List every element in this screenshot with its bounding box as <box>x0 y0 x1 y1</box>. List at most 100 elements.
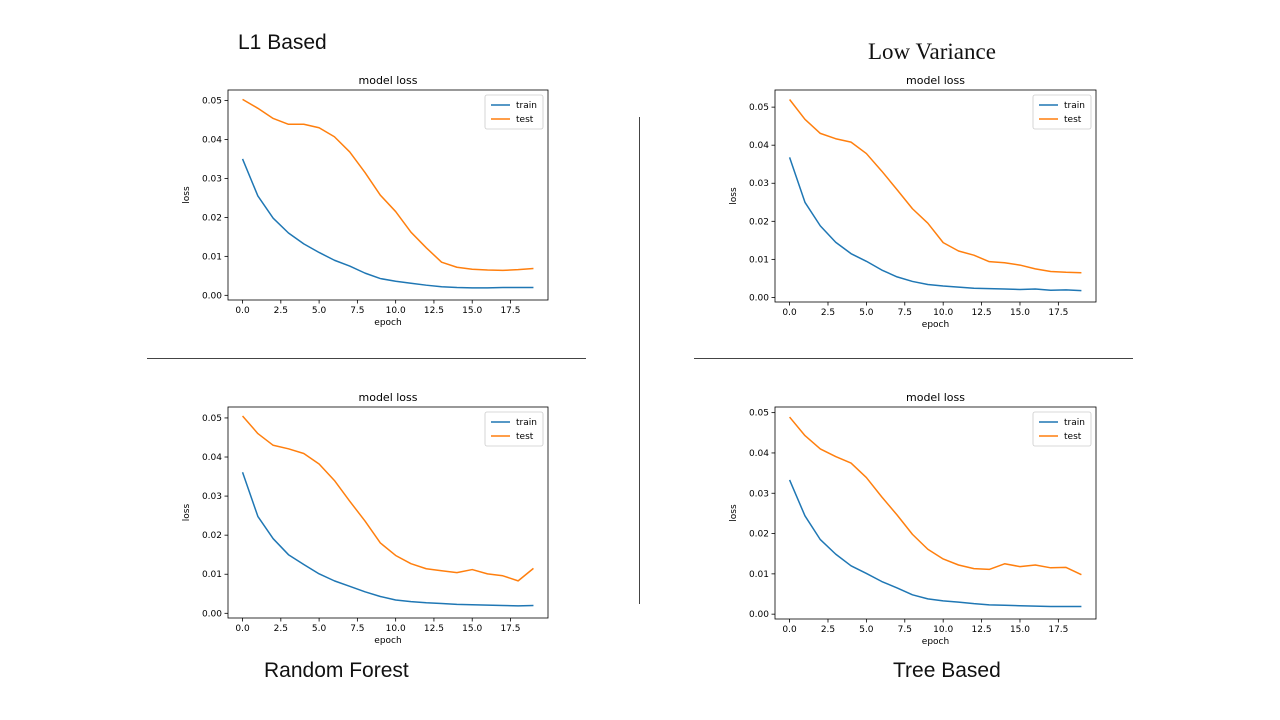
chart-3-x-tick-label: 0.0 <box>782 625 797 635</box>
chart-2-y-tick-label: 0.00 <box>202 609 222 619</box>
chart-0-y-tick-label: 0.04 <box>202 135 222 145</box>
chart-2-legend: train test <box>484 411 544 447</box>
chart-1-series-train <box>788 157 1082 292</box>
caption-tree-based: Tree Based <box>893 659 1001 682</box>
chart-3-legend-label-test: test <box>1064 432 1082 442</box>
chart-3-x-tick-label: 15.0 <box>1010 625 1030 635</box>
chart-0-y-tick-label: 0.02 <box>202 213 222 223</box>
chart-0-y-axis-label: loss <box>182 186 192 204</box>
chart-3-series-train <box>788 479 1082 608</box>
chart-3-y-tick-label: 0.00 <box>749 610 769 620</box>
chart-2-x-tick-label: 2.5 <box>274 624 288 634</box>
chart-1-x-tick-label: 7.5 <box>898 308 912 318</box>
chart-2-y-tick-label: 0.03 <box>202 492 222 502</box>
chart-2-x-tick-label: 5.0 <box>312 624 327 634</box>
chart-2-y-axis-label: loss <box>182 503 192 521</box>
chart-3-legend-box <box>1032 411 1092 447</box>
chart-2-x-tick-label: 12.5 <box>424 624 444 634</box>
chart-2-title: model loss <box>359 391 418 404</box>
chart-1-legend-label-test: test <box>1064 115 1082 125</box>
chart-1-x-tick-label: 12.5 <box>972 308 992 318</box>
chart-1-x-tick-label: 17.5 <box>1048 308 1068 318</box>
chart-3-x-tick-label: 12.5 <box>972 625 992 635</box>
chart-3-y-tick-label: 0.04 <box>749 449 769 459</box>
chart-0-legend: train test <box>484 94 544 130</box>
chart-0-series-test <box>242 98 534 272</box>
chart-3-x-tick-label: 5.0 <box>859 625 874 635</box>
chart-1-title: model loss <box>906 74 965 87</box>
chart-1-x-tick-label: 15.0 <box>1010 308 1030 318</box>
horizontal-divider-right <box>694 358 1133 359</box>
chart-1-y-tick-label: 0.00 <box>749 293 769 303</box>
chart-2-y-tick-label: 0.02 <box>202 531 222 541</box>
chart-3-y-tick-label: 0.05 <box>749 409 769 419</box>
chart-3-x-tick-label: 7.5 <box>898 625 912 635</box>
chart-tree-based: model loss 0.0 2.5 5.0 7.5 10.0 12.5 15.0 17.5 0.… <box>729 391 1097 647</box>
chart-0-x-tick-label: 12.5 <box>424 306 444 316</box>
chart-1-axes-frame <box>774 89 1097 303</box>
chart-2-legend-label-test: test <box>516 432 534 442</box>
chart-1-x-tick-label: 10.0 <box>933 308 953 318</box>
chart-1-legend: train test <box>1032 94 1092 130</box>
chart-1-y-tick-label: 0.04 <box>749 141 769 151</box>
chart-0-x-tick-label: 7.5 <box>350 306 364 316</box>
vertical-divider <box>639 117 640 604</box>
chart-3-x-tick-label: 2.5 <box>821 625 835 635</box>
chart-0-x-tick-label: 15.0 <box>462 306 482 316</box>
chart-3-y-tick-label: 0.03 <box>749 489 769 499</box>
chart-2-y-tick-label: 0.05 <box>202 414 222 424</box>
chart-1-x-tick-label: 5.0 <box>859 308 874 318</box>
chart-0-x-tick-label: 17.5 <box>500 306 520 316</box>
chart-0-x-tick-label: 10.0 <box>386 306 406 316</box>
chart-0-x-axis-label: epoch <box>374 318 401 328</box>
chart-1-y-axis-label: loss <box>729 187 739 205</box>
chart-0-y-tick-label: 0.00 <box>202 291 222 301</box>
chart-1-series-test <box>788 99 1082 274</box>
chart-3-y-axis-label: loss <box>729 504 739 522</box>
chart-2-axes-frame <box>227 406 549 619</box>
horizontal-divider-left <box>147 358 586 359</box>
chart-0-y-tick-label: 0.03 <box>202 174 222 184</box>
chart-l1-based: model loss 0.0 2.5 5.0 7.5 10.0 12.5 15.0 17.5 0.… <box>182 74 549 328</box>
chart-0-legend-box <box>484 94 544 130</box>
chart-3-legend-label-train: train <box>1064 418 1085 428</box>
chart-1-x-axis-label: epoch <box>922 320 949 330</box>
chart-1-x-tick-label: 0.0 <box>782 308 797 318</box>
chart-0-axes-frame <box>227 89 549 301</box>
chart-2-x-axis-label: epoch <box>374 636 401 646</box>
chart-0-legend-label-train: train <box>516 101 537 111</box>
chart-3-series-test <box>789 416 1082 576</box>
chart-3-y-tick-label: 0.01 <box>749 570 769 580</box>
chart-random-forest: model loss 0.0 2.5 5.0 7.5 10.0 12.5 15.0 17.5 0.… <box>182 391 549 646</box>
chart-0-x-tick-label: 2.5 <box>274 306 288 316</box>
chart-3-title: model loss <box>906 391 965 404</box>
chart-3-legend: train test <box>1032 411 1092 447</box>
chart-2-y-tick-label: 0.01 <box>202 570 222 580</box>
chart-0-legend-label-test: test <box>516 115 534 125</box>
caption-l1-based: L1 Based <box>238 31 327 54</box>
chart-2-series-train <box>241 472 534 607</box>
chart-3-x-tick-label: 17.5 <box>1048 625 1068 635</box>
chart-3-x-tick-label: 10.0 <box>933 625 953 635</box>
chart-0-title: model loss <box>359 74 418 87</box>
chart-1-y-tick-label: 0.01 <box>749 255 769 265</box>
chart-2-x-tick-label: 15.0 <box>462 624 482 634</box>
chart-0-x-tick-label: 5.0 <box>312 306 327 316</box>
chart-2-x-tick-label: 0.0 <box>235 624 250 634</box>
chart-low-variance: model loss 0.0 2.5 5.0 7.5 10.0 12.5 15.0 17.5 0.… <box>729 74 1097 330</box>
chart-1-y-tick-label: 0.05 <box>749 103 769 113</box>
chart-0-series-train <box>241 158 534 289</box>
chart-3-axes-frame <box>774 406 1097 620</box>
caption-random-forest: Random Forest <box>264 659 409 682</box>
chart-1-legend-box <box>1032 94 1092 130</box>
chart-1-legend-label-train: train <box>1064 101 1085 111</box>
chart-3-x-axis-label: epoch <box>922 637 949 647</box>
chart-2-legend-box <box>484 411 544 447</box>
chart-2-y-tick-label: 0.04 <box>202 453 222 463</box>
chart-0-x-tick-label: 0.0 <box>235 306 250 316</box>
chart-2-series-test <box>241 415 534 582</box>
chart-0-y-tick-label: 0.05 <box>202 97 222 107</box>
chart-1-x-tick-label: 2.5 <box>821 308 835 318</box>
caption-low-variance: Low Variance <box>868 39 996 64</box>
chart-1-y-tick-label: 0.03 <box>749 179 769 189</box>
